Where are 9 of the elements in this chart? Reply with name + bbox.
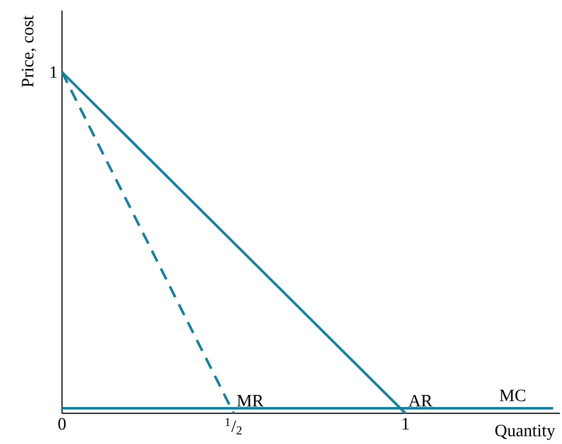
y-axis-title: Price, cost xyxy=(22,15,36,88)
series-label: AR xyxy=(408,394,432,406)
x-tick-label: $^{1}$/$_{2}$ xyxy=(226,418,242,434)
series-label: MR xyxy=(237,395,264,406)
x-tick-label: 0 xyxy=(58,418,66,430)
x-axis-title: Quantity xyxy=(495,424,556,440)
annotation: 1 xyxy=(50,66,57,78)
series-label: MC xyxy=(500,390,526,402)
x-tick-label: 1 xyxy=(402,418,409,430)
